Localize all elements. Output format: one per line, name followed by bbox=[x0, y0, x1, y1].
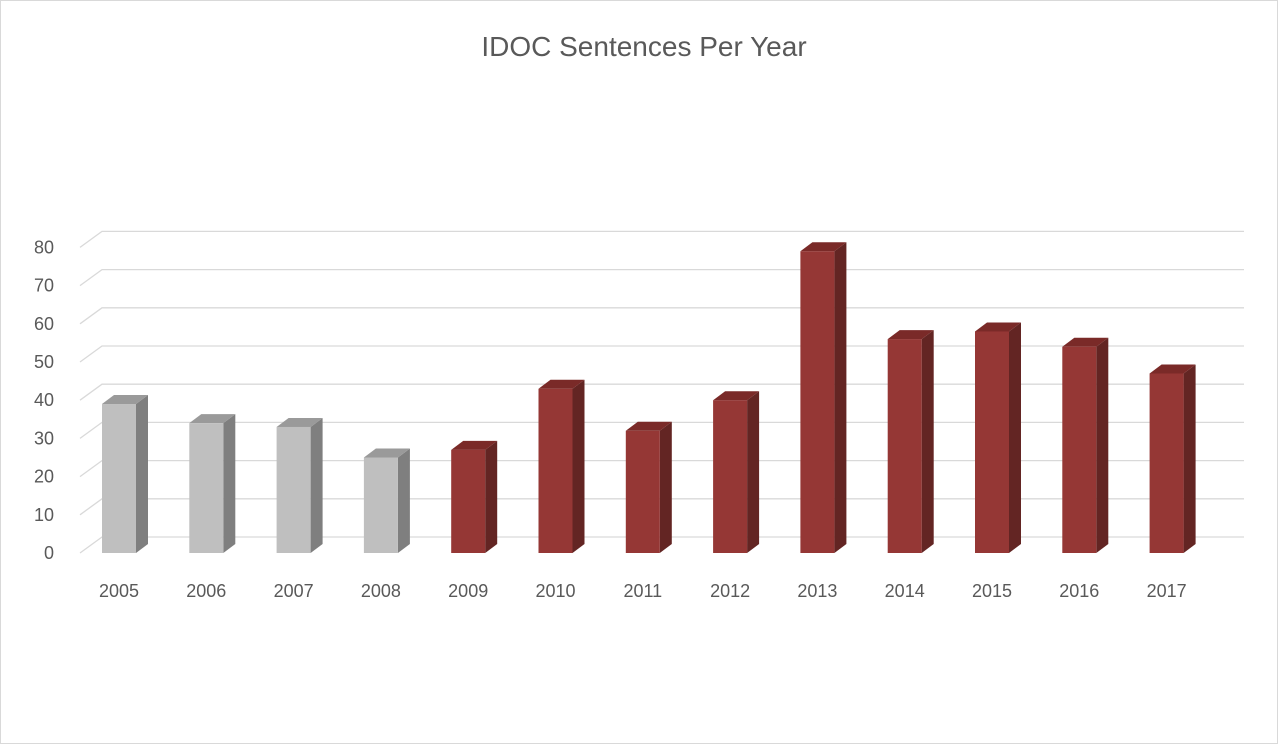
bar-top bbox=[625, 421, 672, 431]
bar-top bbox=[276, 417, 323, 427]
x-tick-label: 2007 bbox=[274, 581, 314, 601]
bar-side bbox=[747, 391, 760, 553]
gridline bbox=[79, 345, 1244, 363]
bar-front bbox=[189, 423, 224, 553]
bar-top bbox=[887, 330, 934, 340]
bar-2011 bbox=[625, 421, 672, 553]
bar-2008 bbox=[363, 448, 410, 553]
y-axis-ticks: 0 10 20 30 40 50 60 70 80 bbox=[34, 237, 54, 563]
bar-front bbox=[1062, 346, 1097, 553]
bar-front bbox=[1149, 373, 1184, 553]
x-tick-label: 2012 bbox=[710, 581, 750, 601]
bar-front bbox=[451, 449, 486, 553]
y-tick-label: 80 bbox=[34, 237, 54, 257]
x-tick-label: 2011 bbox=[623, 581, 662, 601]
bar-2015 bbox=[975, 322, 1021, 553]
x-tick-label: 2008 bbox=[361, 581, 401, 601]
bar-2005 bbox=[102, 395, 148, 553]
bar-front bbox=[713, 400, 748, 553]
x-tick-label: 2006 bbox=[186, 581, 226, 601]
bar-side bbox=[1096, 337, 1109, 553]
x-tick-label: 2017 bbox=[1147, 581, 1187, 601]
x-axis-ticks: 2005 2006 2007 2008 2009 2010 2011 2012 2013 2014… bbox=[99, 581, 1187, 601]
bar-top bbox=[363, 448, 410, 458]
bars bbox=[102, 242, 1196, 553]
bar-side bbox=[397, 448, 410, 553]
x-tick-label: 2015 bbox=[972, 581, 1012, 601]
bar-2007 bbox=[276, 417, 323, 553]
x-tick-label: 2013 bbox=[797, 581, 837, 601]
bar-2017 bbox=[1149, 364, 1196, 553]
bar-top bbox=[713, 391, 760, 401]
bar-front bbox=[975, 331, 1009, 553]
bar-2014 bbox=[887, 330, 934, 553]
bar-front bbox=[538, 388, 573, 553]
bar-side bbox=[659, 421, 672, 553]
bar-top bbox=[1062, 337, 1109, 347]
y-tick-label: 60 bbox=[34, 314, 54, 334]
y-tick-label: 30 bbox=[34, 428, 54, 448]
bar-top bbox=[800, 242, 847, 252]
bar-2012 bbox=[713, 391, 760, 553]
bar-front bbox=[102, 404, 136, 553]
x-tick-label: 2010 bbox=[535, 581, 575, 601]
chart-title: IDOC Sentences Per Year bbox=[481, 31, 807, 62]
x-tick-label: 2014 bbox=[885, 581, 925, 601]
bar-side bbox=[1009, 322, 1021, 553]
bar-top bbox=[189, 414, 236, 424]
bar-front bbox=[276, 426, 311, 553]
bar-front bbox=[625, 430, 660, 553]
bar-2013 bbox=[800, 242, 847, 553]
y-tick-label: 70 bbox=[34, 276, 54, 296]
bar-side bbox=[223, 414, 236, 553]
bar-top bbox=[102, 395, 148, 405]
bar-top bbox=[451, 440, 498, 450]
gridline bbox=[79, 307, 1244, 325]
x-tick-label: 2009 bbox=[448, 581, 488, 601]
bar-top bbox=[975, 322, 1021, 332]
bar-front bbox=[800, 251, 835, 553]
y-tick-label: 20 bbox=[34, 467, 54, 487]
bar-side bbox=[834, 242, 847, 553]
bar-side bbox=[136, 395, 148, 553]
bar-top bbox=[538, 379, 585, 389]
bar-front bbox=[887, 339, 922, 553]
y-tick-label: 0 bbox=[44, 543, 54, 563]
gridline bbox=[79, 268, 1244, 287]
bar-side bbox=[572, 379, 585, 553]
bar-front bbox=[363, 457, 398, 553]
gridline bbox=[79, 230, 1244, 248]
bar-side bbox=[485, 440, 498, 553]
bar-2006 bbox=[189, 414, 236, 553]
x-tick-label: 2016 bbox=[1059, 581, 1099, 601]
bar-2010 bbox=[538, 379, 585, 553]
bar-side bbox=[921, 330, 934, 553]
y-tick-label: 40 bbox=[34, 390, 54, 410]
y-tick-label: 50 bbox=[34, 352, 54, 372]
bar-side bbox=[310, 417, 323, 553]
y-tick-label: 10 bbox=[34, 505, 54, 525]
x-tick-label: 2005 bbox=[99, 581, 139, 601]
bar-side bbox=[1183, 364, 1196, 553]
bar-2009 bbox=[451, 440, 498, 553]
bar-top bbox=[1149, 364, 1196, 374]
gridline bbox=[79, 383, 1244, 401]
bar-2016 bbox=[1062, 337, 1109, 553]
